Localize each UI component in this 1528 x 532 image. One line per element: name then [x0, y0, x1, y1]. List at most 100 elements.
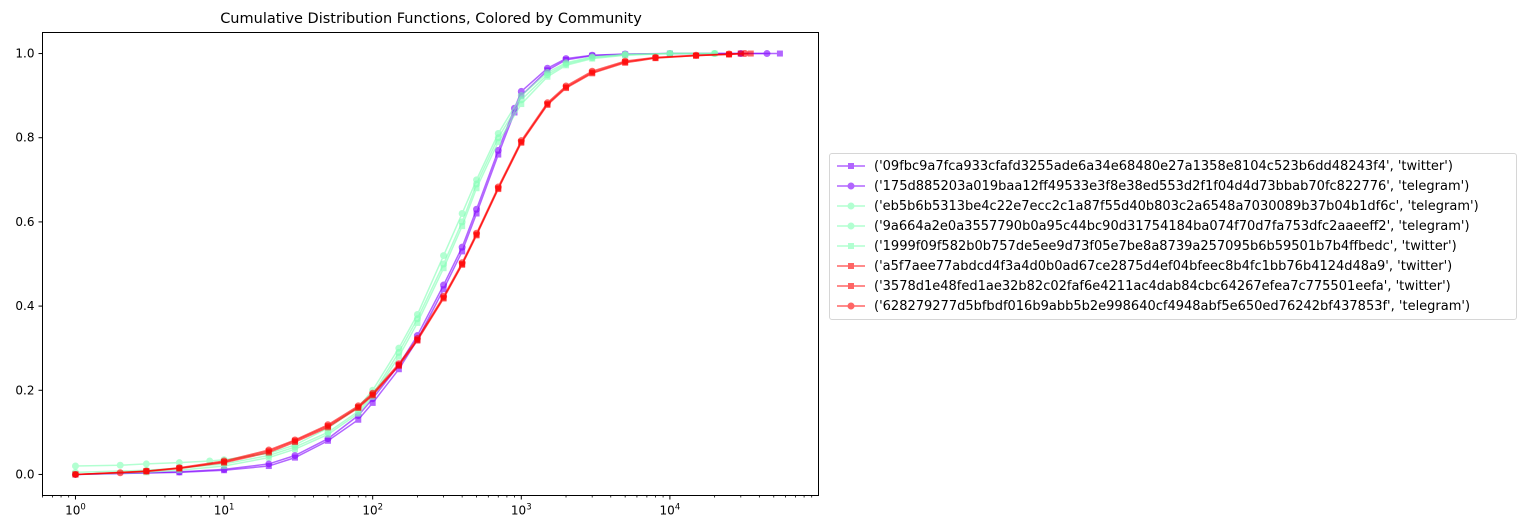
legend-label: ('09fbc9a7fca933cfafd3255ade6a34e68480e2… — [874, 158, 1453, 174]
data-point — [142, 467, 150, 475]
legend-entry: ('09fbc9a7fca933cfafd3255ade6a34e68480e2… — [836, 156, 1510, 176]
data-point — [544, 73, 551, 80]
data-point — [142, 460, 150, 468]
series-line — [75, 52, 715, 476]
data-point — [473, 205, 481, 213]
legend-label: ('3578d1e48fed1ae32b82c02faf6e4211ac4dab… — [874, 278, 1451, 294]
data-point — [440, 281, 448, 289]
square-marker-icon — [837, 263, 865, 269]
data-point — [413, 335, 421, 343]
y-tick-label: 0.8 — [15, 131, 34, 145]
circle-marker-icon — [837, 202, 865, 210]
series-0 — [72, 50, 783, 478]
data-point — [265, 446, 273, 454]
legend-entry: ('628279277d5bfbdf016b9abb5b2e998640cf49… — [836, 296, 1510, 316]
data-point — [265, 460, 273, 468]
y-tick-label: 0.2 — [15, 383, 34, 397]
series-line — [75, 52, 715, 467]
series-line — [75, 52, 780, 476]
data-point — [175, 459, 183, 467]
circle-marker-icon — [837, 182, 865, 190]
series-line — [75, 52, 741, 476]
data-point — [494, 146, 502, 154]
data-point — [622, 52, 629, 59]
plot-area — [71, 50, 783, 478]
data-point — [291, 452, 299, 460]
data-point — [440, 286, 447, 293]
data-point — [395, 366, 402, 373]
y-tick-label: 0.4 — [15, 299, 34, 313]
series-line — [75, 52, 767, 476]
data-point — [495, 151, 502, 158]
x-tick-label: 100 — [65, 503, 86, 518]
data-point — [414, 319, 421, 326]
data-point — [291, 446, 298, 453]
legend-label: ('1999f09f582b0b757de5ee9d73f05e7be8a873… — [874, 238, 1457, 254]
x-axis: 100 101 102 103 104 — [42, 495, 813, 518]
x-tick-label: 103 — [511, 503, 532, 518]
data-point — [354, 402, 362, 410]
square-marker-icon — [837, 283, 865, 289]
series-line — [75, 52, 715, 474]
data-point — [621, 57, 629, 65]
data-point — [459, 223, 466, 230]
data-point — [741, 50, 749, 58]
data-point — [221, 463, 228, 470]
data-point — [440, 265, 447, 272]
data-point — [369, 389, 377, 397]
legend-entry: ('175d885203a019baa12ff49533e3f8e38ed553… — [836, 176, 1510, 196]
series-line — [75, 52, 751, 476]
data-point — [543, 99, 551, 107]
data-point — [324, 431, 331, 438]
series-3 — [71, 50, 719, 476]
data-point — [494, 183, 502, 191]
legend-entry: ('1999f09f582b0b757de5ee9d73f05e7be8a873… — [836, 236, 1510, 256]
data-point — [369, 399, 376, 406]
data-point — [711, 50, 718, 57]
data-point — [495, 138, 502, 145]
legend-label: ('a5f7aee77abdcd4f3a4d0b0ad67ce2875d4ef0… — [874, 258, 1453, 274]
legend-entry: ('eb5b6b5313be4c22e7ecc2c1a87f55d40b803c… — [836, 196, 1510, 216]
data-point — [175, 464, 183, 472]
x-tick-label: 102 — [362, 503, 383, 518]
x-tick-label: 104 — [660, 503, 681, 518]
y-tick-label: 1.0 — [15, 47, 34, 61]
series-line — [75, 52, 745, 476]
data-point — [355, 410, 362, 417]
chart-title: Cumulative Distribution Functions, Color… — [220, 11, 642, 27]
legend-label: ('628279277d5bfbdf016b9abb5b2e998640cf49… — [874, 298, 1471, 314]
data-point — [562, 82, 570, 90]
y-tick-label: 0.0 — [15, 467, 34, 481]
data-point — [458, 243, 466, 251]
data-point — [265, 454, 272, 461]
data-point — [589, 55, 596, 62]
legend-label: ('175d885203a019baa12ff49533e3f8e38ed553… — [874, 178, 1470, 194]
x-tick-label: 101 — [214, 503, 235, 518]
series-5 — [72, 50, 754, 478]
data-point — [588, 67, 596, 75]
legend: ('09fbc9a7fca933cfafd3255ade6a34e68480e2… — [829, 153, 1517, 320]
data-point — [291, 436, 299, 444]
legend-entry: ('3578d1e48fed1ae32b82c02faf6e4211ac4dab… — [836, 276, 1510, 296]
legend-entry: ('9a664a2e0a3557790b0a95c44bc90d31754184… — [836, 216, 1510, 236]
circle-marker-icon — [837, 222, 865, 230]
data-point — [518, 101, 525, 108]
data-point — [459, 248, 466, 255]
data-point — [725, 50, 733, 58]
data-point — [473, 210, 480, 217]
circle-marker-icon — [837, 302, 865, 310]
data-point — [692, 51, 700, 59]
data-point — [440, 292, 448, 300]
data-point — [71, 470, 79, 478]
legend-label: ('9a664a2e0a3557790b0a95c44bc90d31754184… — [874, 218, 1470, 234]
data-point — [220, 457, 228, 465]
data-point — [116, 461, 124, 469]
data-point — [473, 185, 480, 192]
data-point — [651, 53, 659, 61]
y-tick-label: 0.6 — [15, 215, 34, 229]
data-point — [116, 469, 124, 477]
legend-label: ('eb5b6b5313be4c22e7ecc2c1a87f55d40b803c… — [874, 198, 1479, 214]
square-marker-icon — [837, 243, 865, 249]
data-point — [395, 360, 403, 368]
legend-entry: ('a5f7aee77abdcd4f3a4d0b0ad67ce2875d4ef0… — [836, 256, 1510, 276]
